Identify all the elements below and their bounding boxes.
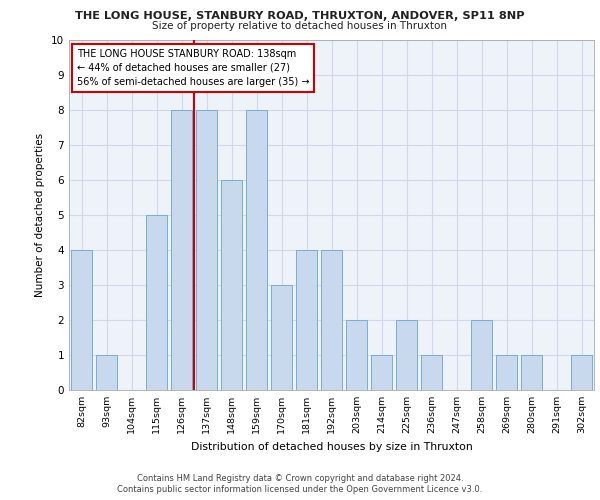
Bar — [346, 320, 367, 390]
Bar — [571, 355, 592, 390]
Y-axis label: Number of detached properties: Number of detached properties — [35, 133, 46, 297]
Bar — [421, 355, 442, 390]
Bar — [71, 250, 92, 390]
Bar — [321, 250, 342, 390]
Bar — [396, 320, 417, 390]
Bar — [471, 320, 492, 390]
Bar — [246, 110, 267, 390]
Bar — [171, 110, 192, 390]
Bar — [96, 355, 117, 390]
Bar — [296, 250, 317, 390]
Bar — [496, 355, 517, 390]
X-axis label: Distribution of detached houses by size in Thruxton: Distribution of detached houses by size … — [191, 442, 472, 452]
Bar — [221, 180, 242, 390]
Bar — [521, 355, 542, 390]
Bar — [196, 110, 217, 390]
Bar — [371, 355, 392, 390]
Text: Contains HM Land Registry data © Crown copyright and database right 2024.
Contai: Contains HM Land Registry data © Crown c… — [118, 474, 482, 494]
Bar — [271, 285, 292, 390]
Text: THE LONG HOUSE STANBURY ROAD: 138sqm
← 44% of detached houses are smaller (27)
5: THE LONG HOUSE STANBURY ROAD: 138sqm ← 4… — [77, 49, 310, 87]
Text: Size of property relative to detached houses in Thruxton: Size of property relative to detached ho… — [152, 21, 448, 31]
Text: THE LONG HOUSE, STANBURY ROAD, THRUXTON, ANDOVER, SP11 8NP: THE LONG HOUSE, STANBURY ROAD, THRUXTON,… — [75, 11, 525, 21]
Bar — [146, 215, 167, 390]
